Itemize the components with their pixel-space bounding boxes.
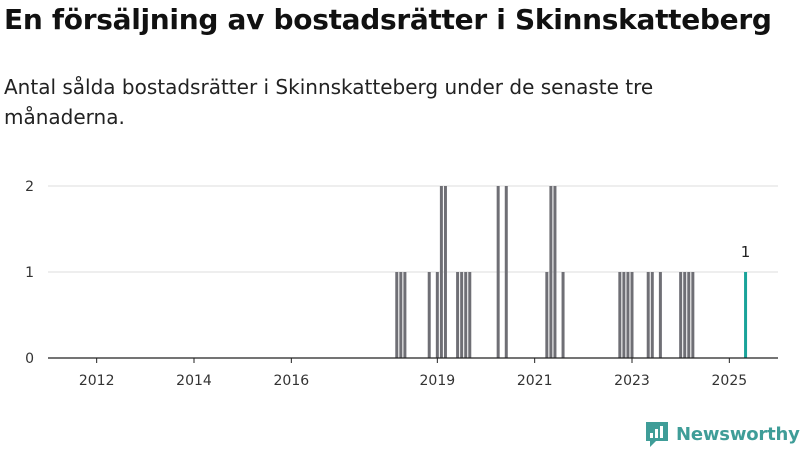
bar [456, 272, 460, 358]
bars [395, 186, 748, 358]
bar [439, 186, 443, 358]
bar [679, 272, 683, 358]
bar-chart: 1 0 1 2 2012 2014 2016 2019 2021 2023 2025 [25, 179, 778, 389]
grid-lines [48, 185, 778, 273]
bar [553, 186, 557, 358]
x-tick-label: 2021 [517, 373, 553, 389]
bar [395, 272, 399, 358]
bar [561, 272, 565, 358]
bar [468, 272, 472, 358]
bar [658, 272, 662, 358]
bar [496, 186, 500, 358]
bar-latest [744, 272, 748, 358]
brand-name: Newsworthy [676, 423, 800, 445]
bar [687, 272, 691, 358]
axes: 0 1 2 2012 2014 2016 2019 2021 2023 2025 [25, 179, 778, 389]
x-tick-label: 2023 [614, 373, 650, 389]
data-labels: 1 [741, 243, 751, 261]
y-tick-label: 2 [25, 179, 34, 195]
bar-value-label: 1 [741, 243, 751, 261]
bar [460, 272, 464, 358]
bar [545, 272, 549, 358]
bar [618, 272, 622, 358]
bar [683, 272, 687, 358]
bar [691, 272, 695, 358]
bar [626, 272, 630, 358]
bar [622, 272, 626, 358]
x-tick-label: 2016 [274, 373, 310, 389]
x-tick-label: 2012 [79, 373, 115, 389]
x-tick-label: 2014 [176, 373, 212, 389]
bar [630, 272, 634, 358]
bar [443, 186, 447, 358]
newsworthy-logo: Newsworthy [644, 420, 800, 448]
bar [435, 272, 439, 358]
bar [427, 272, 431, 358]
bar [464, 272, 468, 358]
bar [549, 186, 553, 358]
bar [650, 272, 654, 358]
x-tick-label: 2025 [712, 373, 748, 389]
y-tick-label: 1 [25, 265, 34, 281]
chart-title: En försäljning av bostadsrätter i Skinns… [4, 3, 772, 36]
x-tick-label: 2019 [420, 373, 456, 389]
y-tick-label: 0 [25, 351, 34, 367]
bar [646, 272, 650, 358]
newsworthy-logo-icon [646, 422, 668, 447]
bar [399, 272, 403, 358]
bar [403, 272, 407, 358]
chart-subtitle: Antal sålda bostadsrätter i Skinnskatteb… [4, 75, 654, 129]
bar [504, 186, 508, 358]
